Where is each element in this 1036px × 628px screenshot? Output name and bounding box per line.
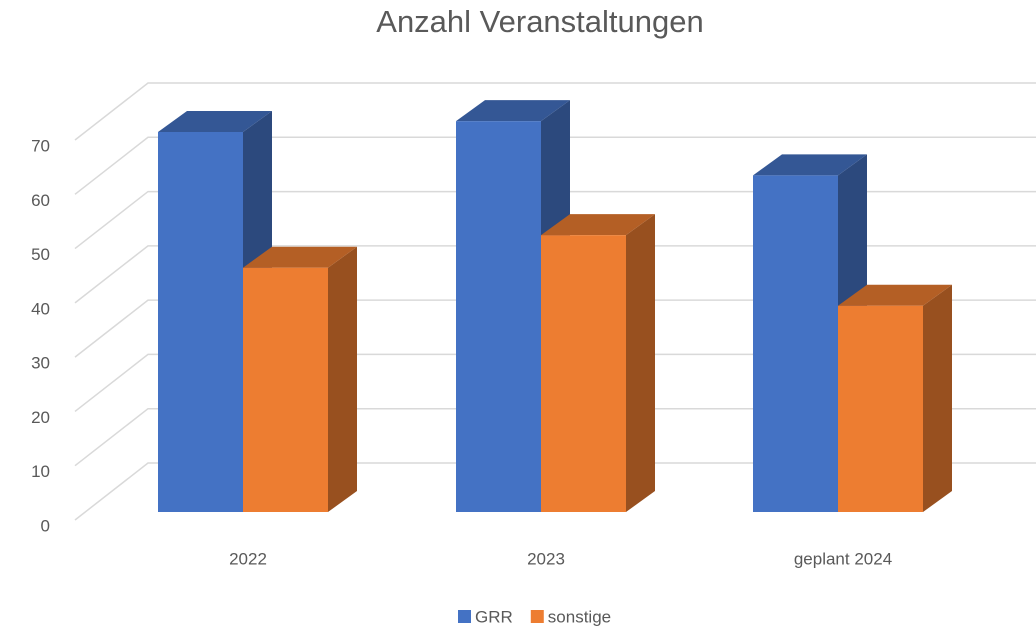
grid-line xyxy=(74,136,1036,195)
bar xyxy=(838,284,952,512)
bar-side xyxy=(328,246,357,512)
x-tick-label: geplant 2024 xyxy=(794,549,892,568)
grid-line xyxy=(74,353,1036,413)
bar-top xyxy=(753,154,867,176)
bar-front xyxy=(456,121,541,513)
bar-front xyxy=(753,175,838,512)
bar-top xyxy=(838,284,952,306)
bar-top xyxy=(243,246,357,268)
y-tick-label: 50 xyxy=(31,245,50,264)
x-tick-label: 2023 xyxy=(527,549,565,568)
legend-swatch xyxy=(530,610,544,623)
bar xyxy=(541,214,655,512)
bar-top xyxy=(541,214,655,236)
bar-side xyxy=(626,214,655,512)
x-tick-label: 2022 xyxy=(229,549,267,568)
bar-top xyxy=(158,111,272,132)
bar-front xyxy=(158,132,243,512)
y-tick-label: 60 xyxy=(31,191,50,210)
y-tick-label: 10 xyxy=(31,462,50,481)
bar-front xyxy=(838,305,923,512)
grid-line xyxy=(74,190,1036,250)
grid-line xyxy=(74,407,1036,467)
grid-line xyxy=(74,462,1036,521)
legend-label: sonstige xyxy=(548,607,611,626)
legend-label: GRR xyxy=(475,607,513,626)
y-tick-label: 30 xyxy=(31,354,50,373)
legend-swatch xyxy=(458,610,471,623)
y-tick-label: 40 xyxy=(31,299,50,318)
grid-line xyxy=(74,82,1036,141)
bar-front xyxy=(541,235,626,512)
bar-front xyxy=(243,267,328,512)
bar xyxy=(158,111,272,512)
bar-top xyxy=(456,100,570,122)
y-tick-label: 0 xyxy=(41,516,50,535)
grid-line xyxy=(74,299,1036,358)
bar xyxy=(243,246,357,512)
bar-side xyxy=(923,284,952,512)
chart-title: Anzahl Veranstaltungen xyxy=(376,4,703,39)
grid-line xyxy=(74,245,1036,304)
y-tick-label: 20 xyxy=(31,408,50,427)
y-tick-label: 70 xyxy=(31,136,50,155)
